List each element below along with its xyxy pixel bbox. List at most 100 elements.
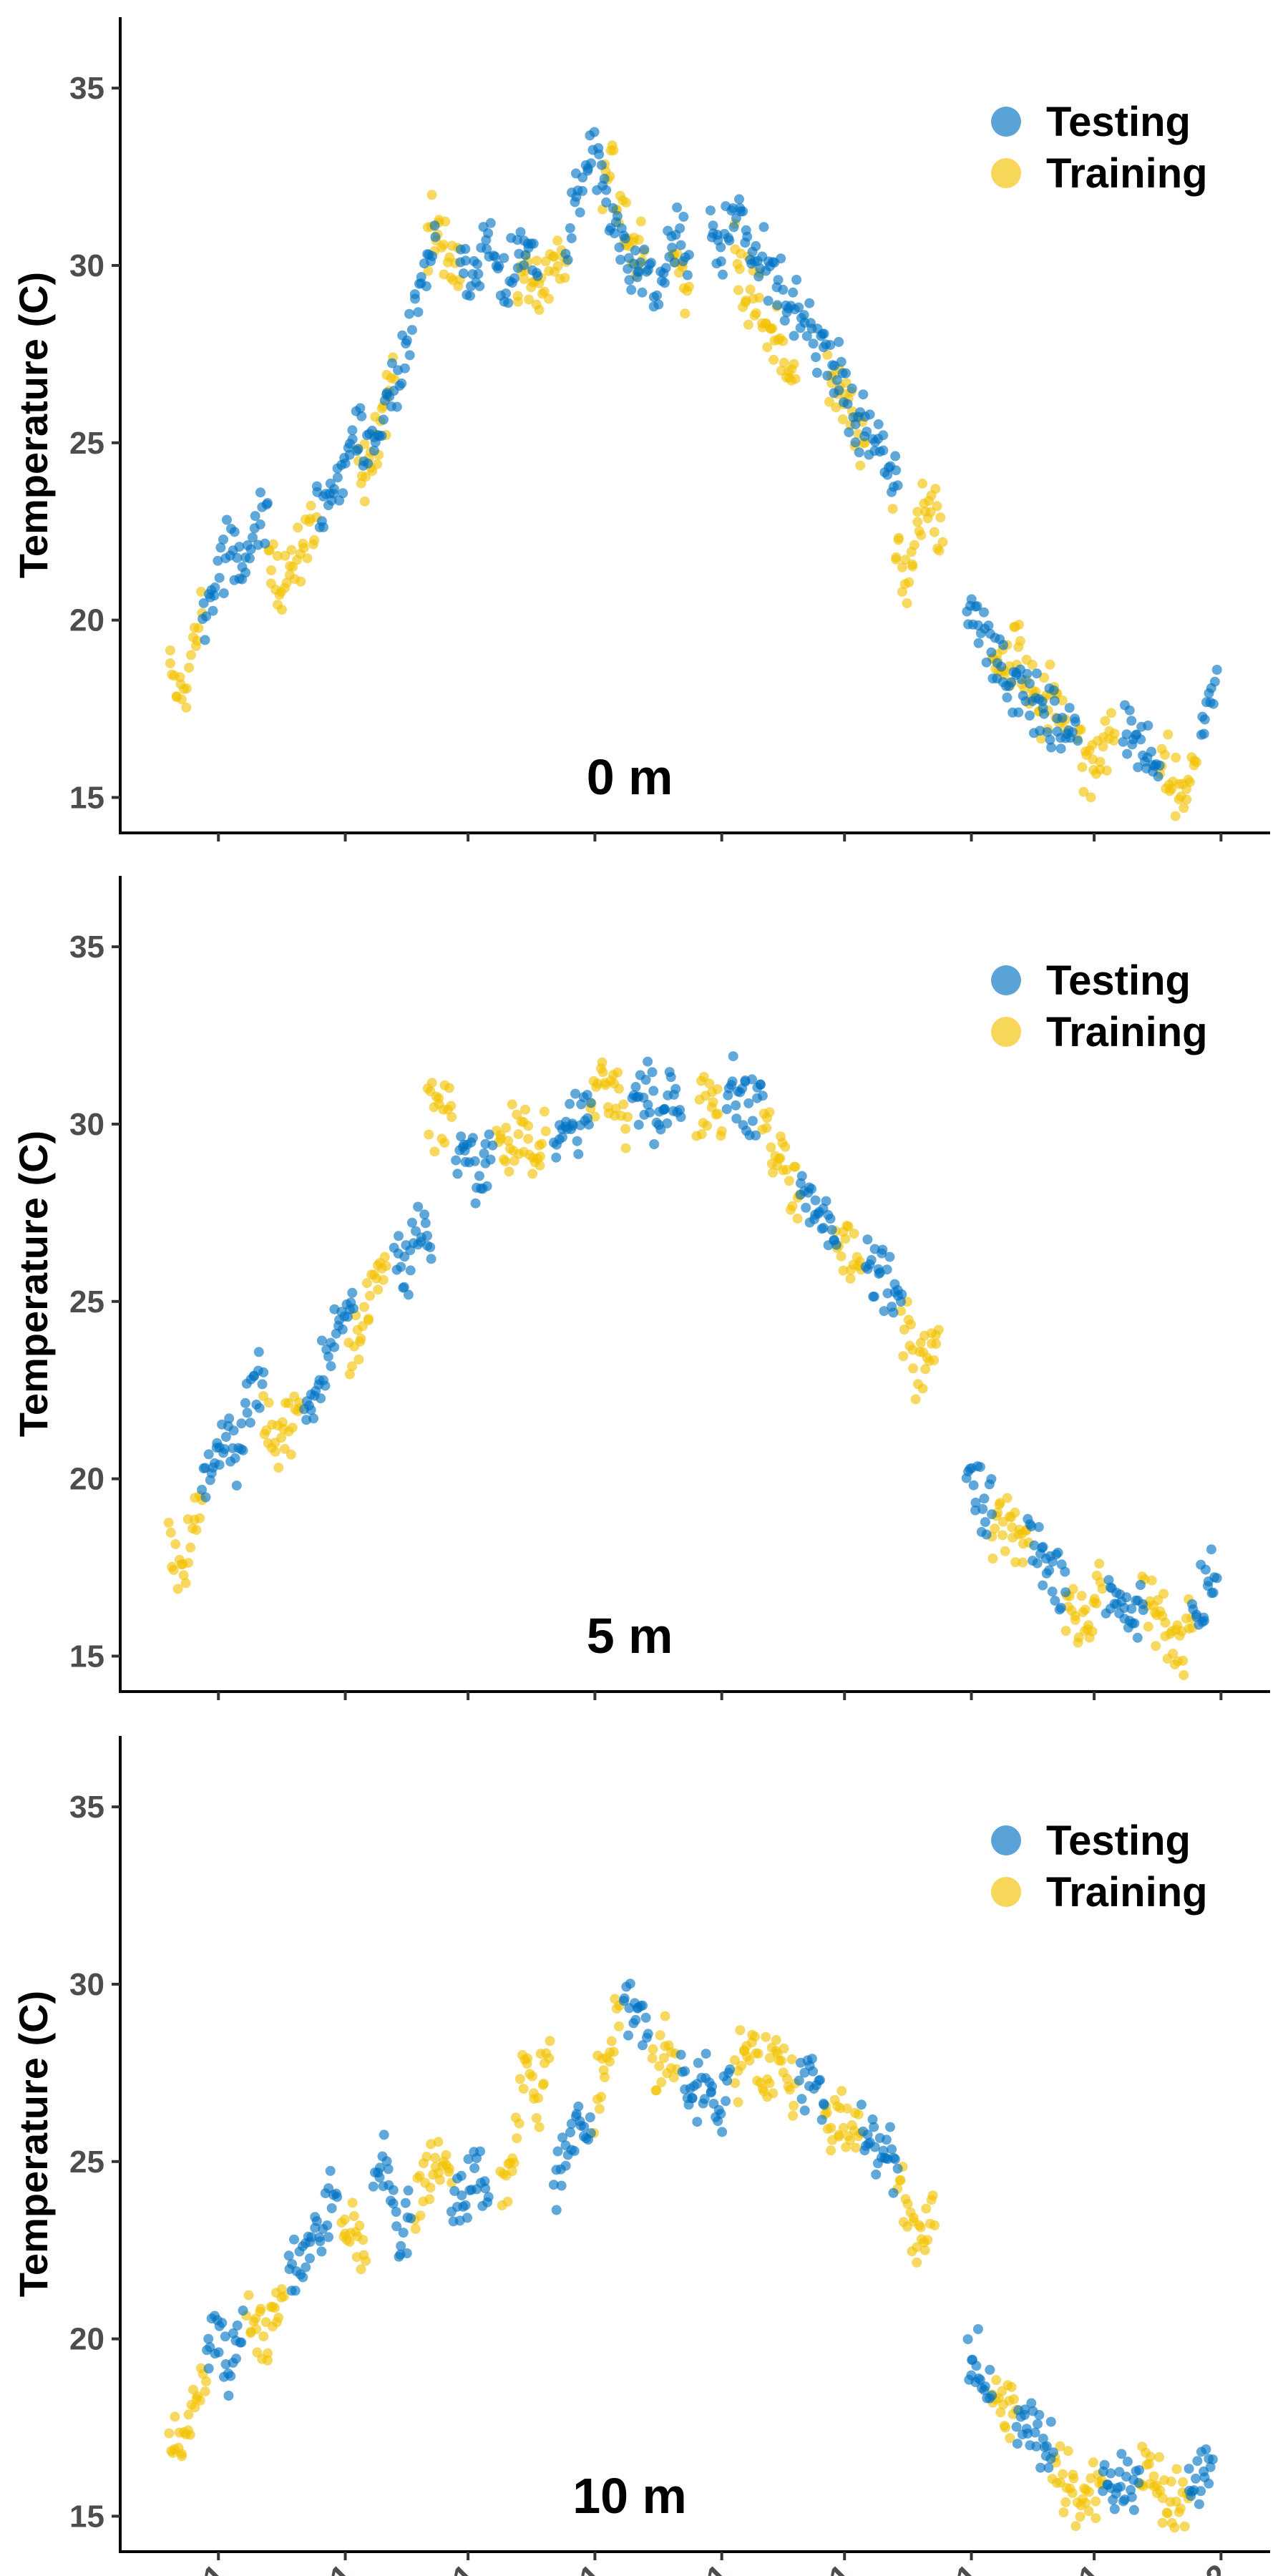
data-point [704,1078,715,1089]
data-point [503,298,514,308]
data-point [538,2078,549,2089]
data-point [255,487,265,498]
data-point [1038,2434,1048,2444]
data-point [347,2197,358,2208]
legend-label-training: Training [1046,150,1208,197]
data-point [772,300,783,311]
data-point [728,203,738,213]
data-point [201,2376,212,2387]
data-point [862,2129,873,2140]
data-point [649,1139,660,1149]
data-point [921,2203,932,2214]
data-point [185,2429,195,2440]
series-testing [197,1051,1222,1643]
data-point [203,2333,214,2344]
data-point [499,253,509,263]
data-point [834,2131,844,2142]
data-point [348,2211,359,2221]
data-point [986,647,997,658]
data-point [263,2348,273,2358]
data-point [614,2021,624,2031]
y-tick-label: 35 [69,930,104,965]
data-point [675,2049,686,2060]
data-point [220,1432,231,1442]
legend-label-training: Training [1046,1009,1208,1055]
y-tick-label: 15 [69,780,104,815]
data-point [775,1153,786,1163]
data-point [799,310,809,321]
data-point [309,535,320,545]
data-point [276,1433,286,1443]
data-point [638,2000,648,2011]
data-point [1209,676,1220,687]
data-point [1184,777,1195,788]
data-point [1046,742,1057,753]
data-point [626,285,637,295]
y-tick-label: 20 [69,1462,104,1497]
data-point [196,586,207,597]
data-point [659,1103,670,1114]
data-point [761,1123,772,1133]
legend: Testing Training [991,1818,1208,1916]
data-point [624,275,635,286]
data-point [1000,1546,1010,1556]
data-point [882,1264,892,1275]
data-point [1200,1564,1211,1575]
data-point [806,2054,817,2064]
data-point [219,1444,230,1455]
data-point [844,2135,855,2146]
data-point [693,2058,703,2068]
data-point [1055,743,1066,754]
data-point [1064,703,1075,713]
data-point [1002,692,1013,703]
data-point [808,2066,819,2077]
data-point [724,235,735,246]
data-point [441,2150,452,2160]
data-point [727,1076,738,1087]
data-point [1055,2441,1065,2451]
data-point [318,522,328,532]
data-point [824,396,834,407]
data-point [643,2029,653,2039]
data-point [660,2011,670,2021]
data-point [573,1148,584,1159]
data-point [426,1078,437,1088]
data-point [891,465,902,476]
data-point [456,1131,467,1142]
data-point [306,1405,316,1415]
data-point [1126,716,1137,726]
data-point [1136,734,1146,745]
data-point [236,1418,247,1429]
panel-depth-label: 0 m [587,749,673,805]
data-point [753,271,764,282]
data-point [1168,1649,1179,1659]
y-tick-label: 35 [69,71,104,106]
data-point [353,444,364,454]
data-point [250,511,260,522]
data-point [248,532,258,543]
data-point [191,1525,202,1536]
x-tick-label: Aug-2021 [485,2557,610,2576]
data-point [1073,1632,1084,1643]
data-point [1030,2427,1040,2438]
data-point [698,1072,709,1082]
data-point [164,2428,175,2439]
data-point [316,1393,326,1404]
data-point [991,2375,1002,2386]
y-tick-label: 20 [69,603,104,638]
data-point [977,1503,988,1514]
data-point [1138,1605,1148,1615]
data-point [670,1083,681,1094]
data-point [209,590,220,601]
data-point [535,1160,545,1171]
data-point [1179,2521,1190,2532]
data-point [165,1527,176,1538]
data-point [871,2169,882,2180]
data-point [873,419,884,429]
data-point [667,243,678,253]
data-point [185,1542,196,1553]
data-point [566,233,577,243]
data-point [708,220,718,231]
data-point [623,2030,633,2041]
data-point [1207,2454,1218,2465]
